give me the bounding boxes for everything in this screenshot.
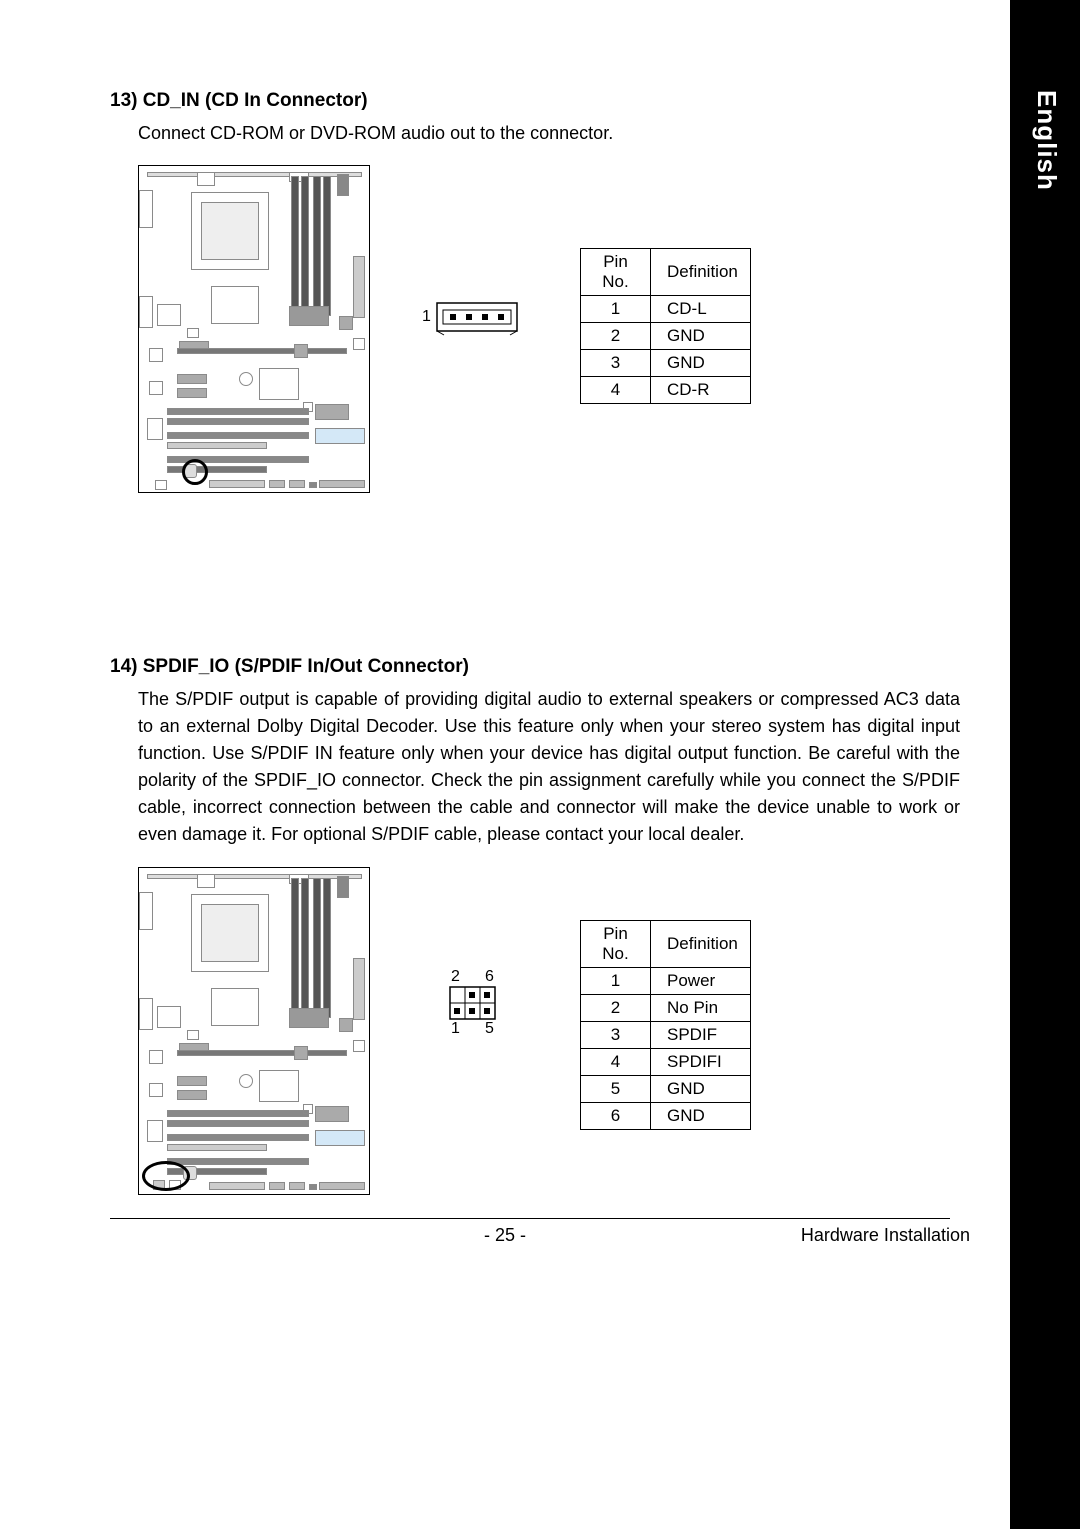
highlight-circle-14 — [142, 1161, 190, 1191]
td: GND — [651, 350, 751, 377]
td: No Pin — [651, 995, 751, 1022]
td: CD-L — [651, 296, 751, 323]
pin1-label: 1 — [422, 308, 431, 326]
td: 6 — [581, 1103, 651, 1130]
section-14-body: The S/PDIF output is capable of providin… — [138, 686, 960, 848]
motherboard-diagram-13 — [138, 165, 370, 493]
td: 3 — [581, 1022, 651, 1049]
td: GND — [651, 1076, 751, 1103]
td: 4 — [581, 377, 651, 404]
td: 2 — [581, 995, 651, 1022]
cd-in-connector-diagram: 1 — [436, 302, 536, 341]
th-def-14: Definition — [651, 921, 751, 968]
td: 4 — [581, 1049, 651, 1076]
footer-section-name: Hardware Installation — [801, 1225, 970, 1246]
td: 2 — [581, 323, 651, 350]
motherboard-diagram-14 — [138, 867, 370, 1195]
cd-in-svg — [436, 302, 526, 336]
pin2-label: 2 — [451, 968, 460, 986]
td: CD-R — [651, 377, 751, 404]
td: 3 — [581, 350, 651, 377]
side-stripe — [1010, 0, 1080, 1529]
pin6-label: 6 — [485, 968, 494, 986]
th-pinno-14: Pin No. — [581, 921, 651, 968]
td: GND — [651, 323, 751, 350]
td: Power — [651, 968, 751, 995]
language-tab: English — [1031, 90, 1062, 191]
th-def: Definition — [651, 249, 751, 296]
section-14-title: 14) SPDIF_IO (S/PDIF In/Out Connector) — [110, 656, 960, 678]
highlight-circle-13 — [182, 459, 208, 485]
pin-table-13: Pin No. Definition 1CD-L 2GND 3GND 4CD-R — [580, 248, 751, 404]
th-pinno: Pin No. — [581, 249, 651, 296]
footer-rule — [110, 1218, 950, 1219]
td: 5 — [581, 1076, 651, 1103]
td: SPDIF — [651, 1022, 751, 1049]
section-13: 13) CD_IN (CD In Connector) Connect CD-R… — [110, 90, 960, 147]
pin1-label-spdif: 1 — [451, 1020, 460, 1038]
section-13-title: 13) CD_IN (CD In Connector) — [110, 90, 960, 112]
pin5-label: 5 — [485, 1020, 494, 1038]
td: 1 — [581, 968, 651, 995]
pin-table-14: Pin No. Definition 1Power 2No Pin 3SPDIF… — [580, 920, 751, 1130]
td: 1 — [581, 296, 651, 323]
section-13-body: Connect CD-ROM or DVD-ROM audio out to t… — [138, 120, 960, 147]
section-14: 14) SPDIF_IO (S/PDIF In/Out Connector) T… — [110, 656, 960, 848]
td: GND — [651, 1103, 751, 1130]
td: SPDIFI — [651, 1049, 751, 1076]
